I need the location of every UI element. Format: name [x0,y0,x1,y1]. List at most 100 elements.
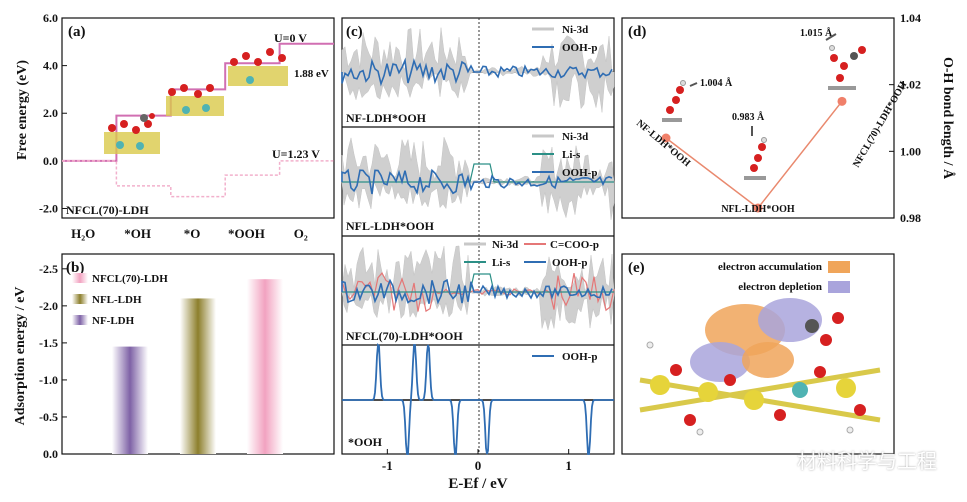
legend-nfl: NFL-LDH [92,294,142,306]
panel-c-label: (c) [346,24,363,40]
xtick-label: 0 [475,458,482,473]
leg-c4-ooh: OOH-p [562,351,597,363]
energy-series-1 [62,160,334,198]
bond-length-point [661,133,671,143]
legend-swatch-nfcl [72,273,88,283]
category-label: NFL-LDH*OOH [721,204,795,215]
swatch-depletion [828,281,850,293]
panel-b-ylabel: Adsorption energy / eV [13,287,28,426]
ytick-label: -2.5 [39,262,58,276]
arrow-icon [689,82,698,87]
category-label: NF-LDH*OOH [634,118,692,169]
legend-depletion: electron depletion [738,281,822,293]
category-label: O₂ [294,226,308,241]
panel-d-ylabel: O-H bond length / Å [940,57,956,180]
ytick-label: 0.0 [43,154,58,168]
bond-length-point [837,96,847,106]
ytick-label: 4.0 [43,59,58,73]
structure-oh [104,113,160,154]
leg-c2-li: Li-s [562,149,581,161]
ytick-label: 1.04 [900,11,921,25]
ytick-label: 0.0 [43,447,58,461]
annot-u0: U=0 V [274,31,307,45]
leg-c3-li: Li-s [492,257,511,269]
ytick-label: -1.0 [39,373,58,387]
panel-a-categories: H₂O *OH *O *OOH O₂ [71,226,308,241]
c-coo-p-dos [341,272,615,313]
bond-length-label: 1.004 Å [700,77,733,89]
leg-c3-ni: Ni-3d [492,239,518,251]
panel-a-label: (a) [68,24,86,40]
panel-b-legend: NFCL(70)-LDH NFL-LDH NF-LDH [72,273,168,327]
panel-d-structures [662,45,866,180]
panel-e-label: (e) [628,260,645,276]
ytick-label: 6.0 [43,11,58,25]
leg-c3-ooh: OOH-p [552,257,587,269]
panel-c-dos-curves [341,27,615,455]
panel-a-energy-lines [62,42,334,198]
bond-length-label: 0.983 Å [732,111,765,123]
ytick-label: 1.00 [900,144,921,158]
category-label: H₂O [71,226,95,241]
annot-gap: 1.88 eV [294,68,329,80]
structure-ooh [228,48,288,86]
panel-c-xticks: -1 0 1 [382,449,572,473]
legend-accumulation: electron accumulation [718,261,822,273]
panel-c-legends: Ni-3d OOH-p Ni-3d Li-s OOH-p Ni-3d C=COO… [464,24,599,363]
leg-c2-ni: Ni-3d [562,131,588,143]
bar-nfcl-70-ldh [247,279,283,454]
panel-a-structures [104,48,288,154]
ytick-label: -2.0 [39,201,58,215]
category-label: *O [184,226,201,241]
panel-d-yticks: 1.04 1.02 1.00 0.98 [889,11,921,225]
ytick-label: 2.0 [43,106,58,120]
subpanel-2-label: NFL-LDH*OOH [346,219,435,233]
panel-e-frame [621,253,895,455]
ooh-p-dos [342,343,614,455]
charge-density-structure [639,298,881,436]
panel-c-xlabel: E-Ef / eV [448,476,507,492]
annot-sample: NFCL(70)-LDH [66,203,149,217]
xtick-label: 1 [565,458,572,473]
panel-b-bars [112,279,283,454]
panel-d: (d) 1.04 1.02 1.00 0.98 O-H bond length / Å… [621,11,956,225]
ooh-p-dos [341,168,613,196]
leg-c2-ooh: OOH-p [562,167,597,179]
legend-nfcl: NFCL(70)-LDH [92,273,168,285]
ni-3d-dos [341,27,615,113]
ytick-label: -0.5 [39,410,58,424]
bond-length-point [753,203,763,213]
bond-length-label: 1.015 Å [800,27,833,39]
legend-swatch-nfl [72,294,88,304]
panel-c: (c) NF-LDH*OOH NFL-LDH*OOH NFCL(70)-LDH*… [341,17,615,492]
panel-b: (b) Adsorption energy / eV -2.5-2.0-1.5-… [13,253,335,461]
panel-a: (a) Free energy (eV) 6.0 4.0 2.0 0.0 -2.0 H₂… [15,11,335,241]
bar-nf-ldh [112,346,148,454]
category-label: *OOH [228,226,265,241]
panel-b-label: (b) [66,260,84,276]
subpanel-1-label: NF-LDH*OOH [346,111,427,125]
arrow-icon [825,33,837,41]
bar-nfl-ldh [180,298,216,454]
legend-swatch-nf [72,315,88,325]
ytick-label: -1.5 [39,336,58,350]
panel-a-frame [61,17,335,219]
category-label: *OH [124,226,151,241]
ytick-label: 1.02 [900,78,921,92]
subpanel-4-label: *OOH [348,435,383,449]
ooh-p-dos [341,278,613,305]
structure-o [166,84,224,116]
subpanel-3-label: NFCL(70)-LDH*OOH [346,329,463,343]
xtick-label: -1 [382,458,393,473]
panel-b-yticks: -2.5 -2.0 -1.5 -1.0 -0.5 0.0 [39,262,67,461]
ytick-label: -2.0 [39,299,58,313]
legend-nf: NF-LDH [92,315,135,327]
panel-a-yticks: 6.0 4.0 2.0 0.0 -2.0 [39,11,67,215]
panel-a-ylabel: Free energy (eV) [15,60,30,160]
leg-c3-ccoo: C=COO-p [550,239,599,251]
leg-c1-ni: Ni-3d [562,24,588,36]
ooh-p-dos [341,57,613,87]
swatch-accumulation [828,261,850,273]
ytick-label: 0.98 [900,211,921,225]
